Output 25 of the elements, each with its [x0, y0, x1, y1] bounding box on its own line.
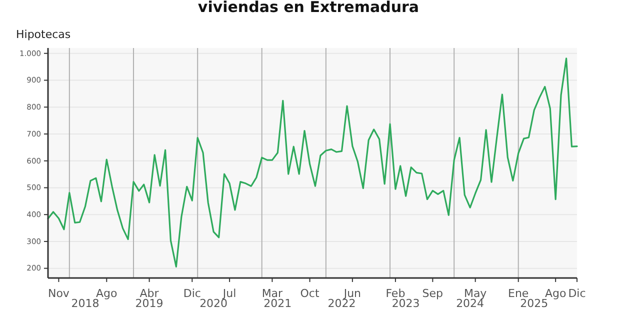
x-tick-label: Ene [508, 287, 529, 300]
x-tick-label: Sep [422, 287, 444, 300]
x-tick-label: Dic [183, 287, 201, 300]
x2-tick-label: 2025 [520, 297, 548, 310]
x-tick-label: Jul [222, 287, 236, 300]
x-tick-label: Oct [300, 287, 320, 300]
x2-tick-label: 2020 [200, 297, 228, 310]
x2-tick-label: 2018 [71, 297, 100, 310]
chart-title: viviendas en Extremadura [198, 0, 420, 16]
x-tick-label: Dic [568, 287, 586, 300]
x2-tick-label: 2023 [392, 297, 420, 310]
x2-tick-label: 2024 [456, 297, 484, 310]
y-axis-title: Hipotecas [16, 28, 71, 41]
x-tick-label: Mar [262, 287, 284, 300]
x2-tick-label: 2021 [264, 297, 292, 310]
x-tick-label: Abr [140, 287, 160, 300]
x-tick-label: Ago [544, 287, 566, 300]
x-tick-label: Feb [386, 287, 406, 300]
x-tick-label: May [464, 287, 488, 300]
x2-tick-label: 2022 [328, 297, 356, 310]
x-tick-label: Nov [48, 287, 70, 300]
x-tick-label: Ago [96, 287, 118, 300]
x2-tick-label: 2019 [135, 297, 164, 310]
line-series [47, 58, 578, 268]
x-tick-label: Jun [342, 287, 362, 300]
